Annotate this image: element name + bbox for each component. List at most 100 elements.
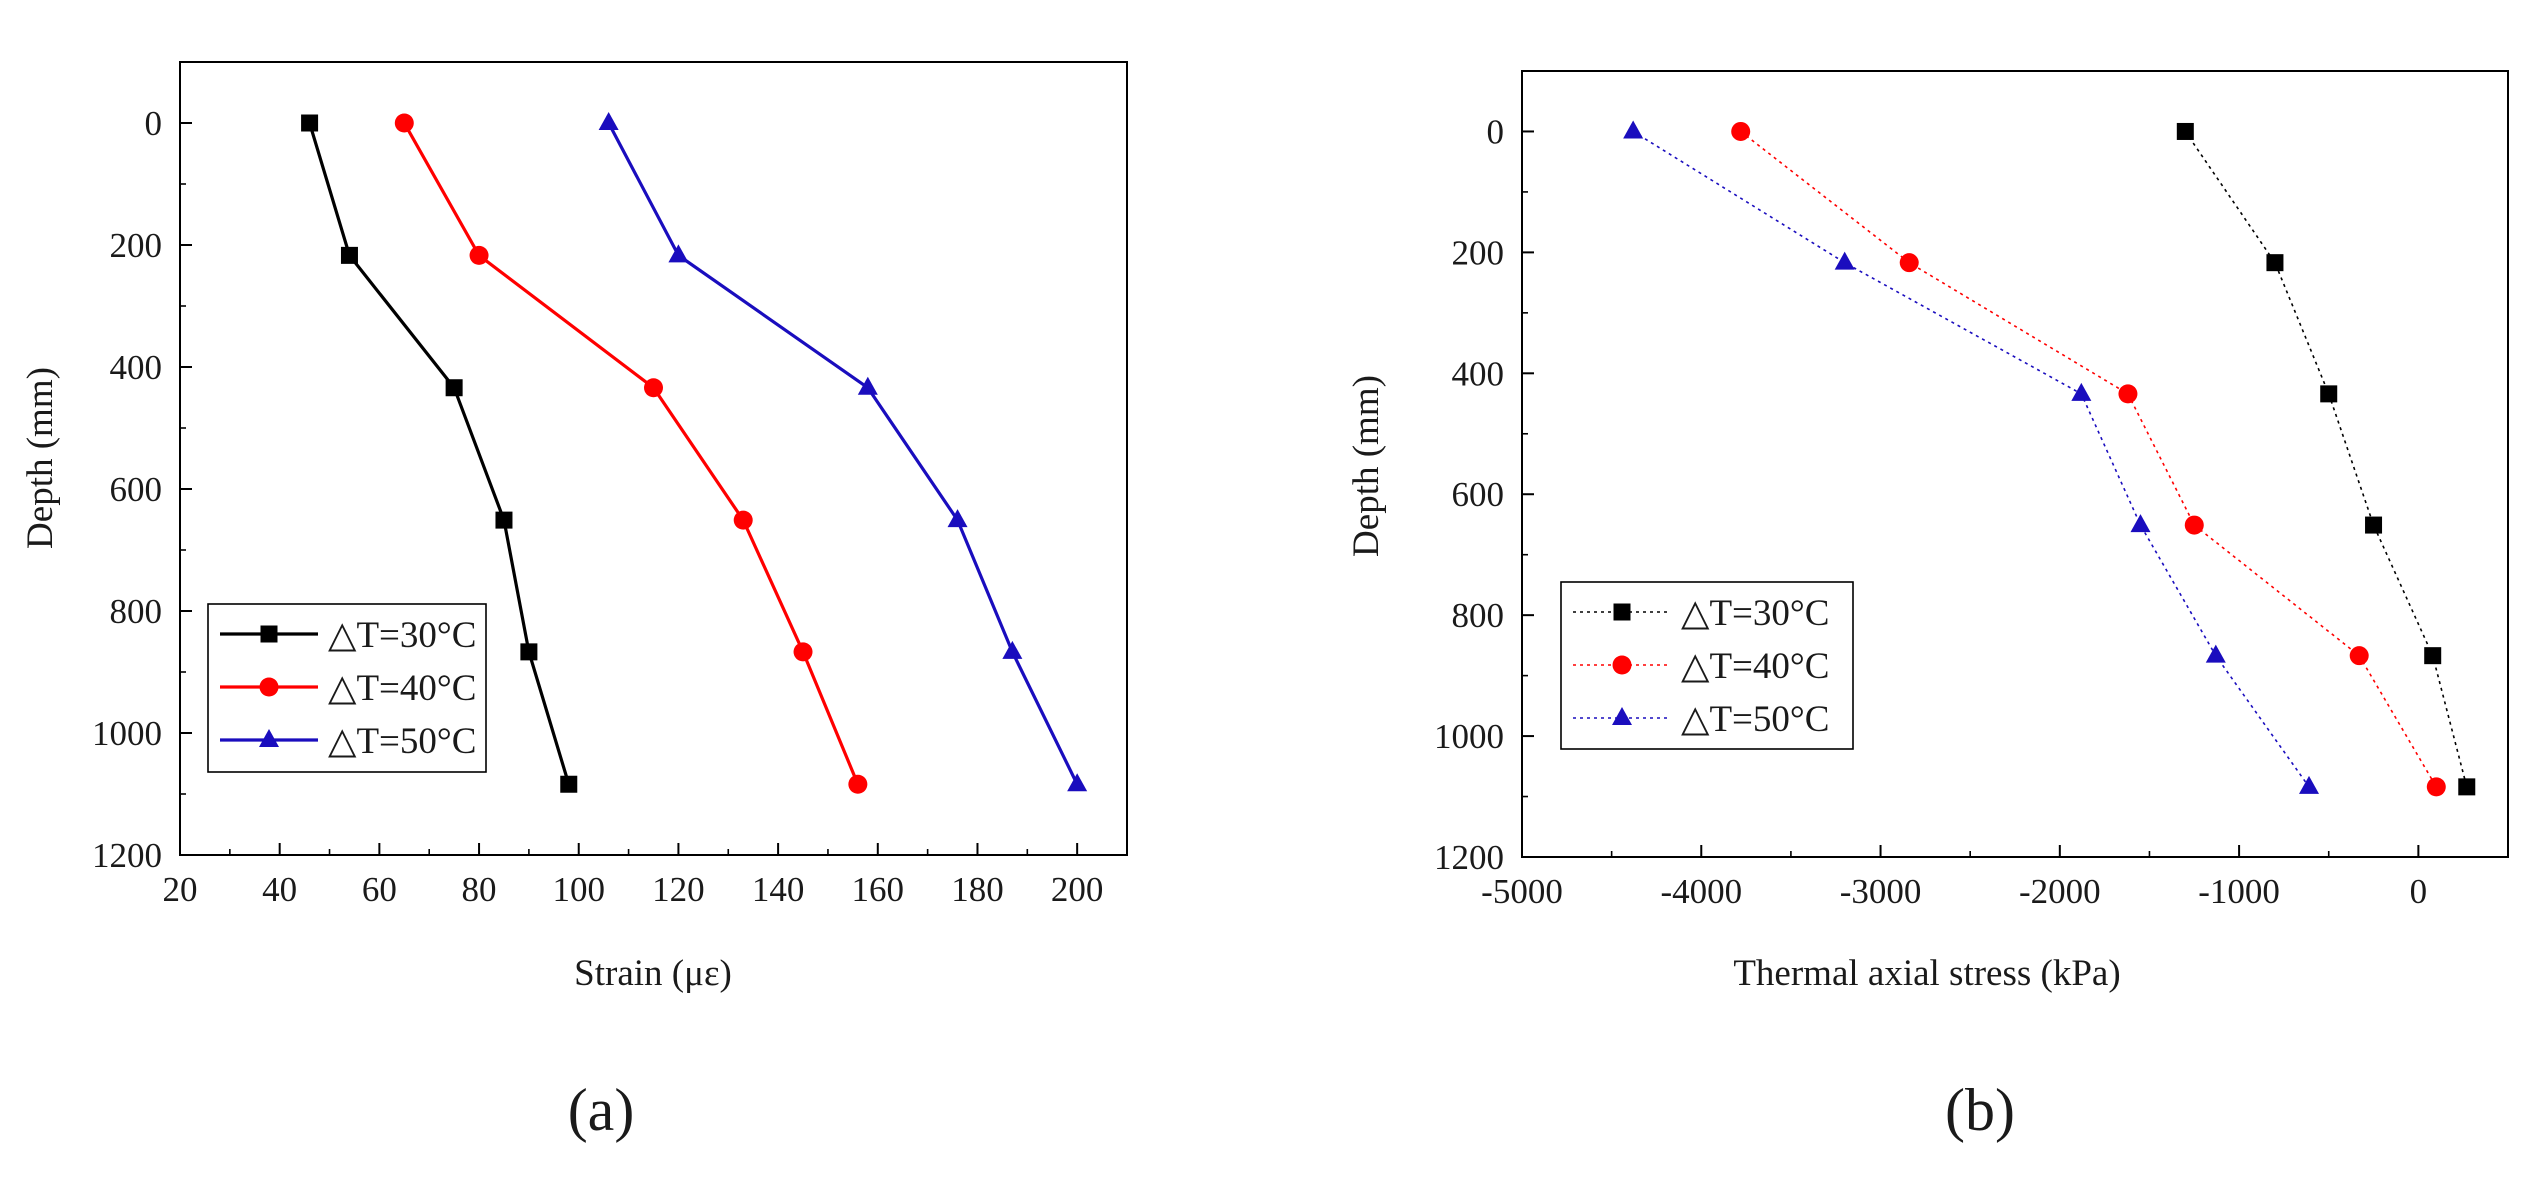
y-tick-label: 1000	[92, 714, 162, 753]
x-tick-label: 60	[362, 870, 397, 909]
y-tick-label: 600	[1452, 475, 1505, 514]
data-point	[947, 509, 968, 528]
legend-marker	[1612, 655, 1632, 675]
data-point	[2458, 778, 2476, 796]
data-point	[1899, 253, 1919, 273]
x-tick-label: 40	[262, 870, 297, 909]
y-tick-label: 1200	[92, 836, 162, 875]
series-1	[301, 114, 578, 793]
legend-label: △T=30°C	[1681, 593, 1829, 634]
data-point	[1067, 773, 1088, 792]
legend-label: △T=30°C	[328, 615, 476, 656]
data-point	[445, 379, 463, 397]
x-tick-label: 80	[462, 870, 497, 909]
data-point	[2365, 516, 2383, 534]
data-point	[668, 244, 689, 263]
y-tick-label: 800	[110, 592, 163, 631]
data-point	[1834, 251, 1855, 270]
y-tick-label: 400	[110, 348, 163, 387]
data-point	[2118, 384, 2138, 404]
x-axis-title: Thermal axial stress (kPa)	[1733, 953, 2120, 994]
series-line	[607, 122, 1079, 785]
series-3	[1623, 120, 2320, 794]
data-point	[1623, 120, 1644, 139]
x-tick-label: 0	[2410, 872, 2428, 911]
data-point	[2184, 515, 2204, 535]
x-tick-label: -4000	[1660, 872, 1742, 911]
panel-label: (a)	[568, 1077, 635, 1143]
legend-label: △T=40°C	[1681, 646, 1829, 687]
x-tick-label: -2000	[2019, 872, 2101, 911]
legend-label: △T=50°C	[1681, 699, 1829, 740]
x-tick-label: 140	[752, 870, 805, 909]
data-point	[2130, 514, 2151, 533]
y-tick-label: 400	[1452, 354, 1505, 393]
data-point	[2205, 644, 2226, 663]
panel-a: 20 40 60 80 100 120 140 160 180 200 0 200 400 600 800 1…	[20, 61, 1128, 1143]
legend-label: △T=40°C	[328, 668, 476, 709]
series-line	[308, 122, 571, 785]
data-point	[2424, 647, 2442, 665]
y-tick-label: 200	[1452, 233, 1505, 272]
data-point	[598, 112, 619, 130]
series-line	[1740, 130, 2437, 788]
y-tick-label: 0	[1487, 112, 1505, 151]
data-point	[848, 774, 868, 794]
y-tick-label: 1000	[1434, 717, 1504, 756]
data-point	[2071, 382, 2092, 401]
x-tick-label: -5000	[1481, 872, 1563, 911]
series-line	[1632, 130, 2310, 788]
x-tick-label: 200	[1051, 870, 1104, 909]
data-point	[2426, 777, 2446, 797]
x-axis-title: Strain (με)	[574, 953, 732, 994]
legend-marker	[1612, 707, 1632, 725]
panel-b: -5000 -4000 -3000 -2000 -1000 0 0 200 400 600 800 1…	[1346, 70, 2509, 1143]
data-point	[469, 245, 489, 265]
x-tick-label: 100	[552, 870, 605, 909]
series-2	[394, 113, 868, 794]
legend-label: △T=50°C	[328, 721, 476, 762]
data-point	[1002, 640, 1023, 659]
x-tick-label: -1000	[2198, 872, 2280, 911]
data-point	[857, 376, 878, 395]
data-point	[2299, 775, 2320, 794]
legend: △T=30°C △T=40°C △T=50°C	[207, 603, 487, 773]
y-axis-title: Depth (mm)	[20, 367, 61, 549]
data-point	[2176, 122, 2194, 140]
data-point	[1731, 121, 1751, 141]
y-tick-label: 600	[110, 470, 163, 509]
data-point	[2320, 385, 2338, 403]
panel-label: (b)	[1945, 1077, 2015, 1143]
data-point	[394, 113, 414, 133]
legend-marker	[259, 677, 279, 697]
series-line	[402, 122, 860, 785]
data-point	[520, 643, 538, 661]
y-tick-label: 200	[110, 226, 163, 265]
x-tick-label: 20	[163, 870, 198, 909]
x-tick-label: 160	[852, 870, 905, 909]
y-tick-label: 1200	[1434, 838, 1504, 877]
legend: △T=30°C △T=40°C △T=50°C	[1560, 581, 1854, 750]
data-point	[301, 114, 319, 132]
data-point	[733, 510, 753, 530]
x-tick-label: 120	[652, 870, 705, 909]
data-point	[2349, 646, 2369, 666]
series-line	[2184, 131, 2468, 788]
plot-frame	[1521, 70, 2509, 858]
data-point	[2266, 254, 2284, 272]
legend-marker	[259, 729, 279, 747]
data-point	[340, 246, 358, 264]
y-tick-label: 800	[1452, 596, 1505, 635]
legend-marker	[1613, 603, 1631, 621]
y-tick-label: 0	[145, 104, 163, 143]
x-tick-label: -3000	[1840, 872, 1922, 911]
x-tick-label: 180	[951, 870, 1004, 909]
series-1	[2176, 122, 2476, 796]
plot-frame	[179, 61, 1128, 856]
series-3	[598, 112, 1088, 792]
legend-marker	[260, 625, 278, 643]
data-point	[560, 775, 578, 793]
data-point	[495, 511, 513, 529]
series-2	[1731, 121, 2446, 797]
